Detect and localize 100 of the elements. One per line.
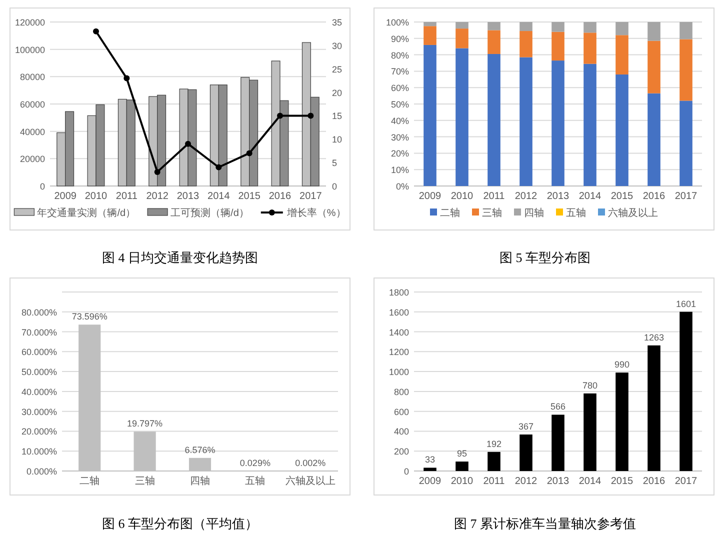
x-tick-label: 2010 (450, 191, 474, 202)
bar (488, 22, 500, 30)
y-tick-label: 90% (390, 34, 409, 44)
point (185, 140, 191, 147)
bar (680, 312, 692, 471)
y-tick-label: 20000 (20, 154, 45, 164)
x-tick-label: 2009 (418, 191, 442, 202)
y-tick-label: 20% (390, 148, 409, 159)
point (154, 168, 160, 175)
y-tick-label: 600 (394, 406, 409, 417)
bar (424, 26, 436, 45)
x-tick-label: 2013 (546, 191, 570, 202)
bar (616, 22, 628, 36)
y2-tick-label: 30 (332, 40, 342, 51)
y-tick-label: 200 (394, 446, 409, 457)
bar (488, 54, 500, 186)
x-tick-label: 2010 (84, 191, 108, 202)
data-label: 19.797% (127, 418, 163, 429)
y-tick-label: 10% (390, 165, 409, 176)
x-tick-label: 2016 (642, 476, 666, 487)
data-label: 1601 (676, 298, 696, 309)
bar (648, 345, 660, 471)
y-tick-label: 80000 (20, 72, 45, 82)
y-tick-label: 0.000% (26, 466, 57, 476)
bar (456, 48, 468, 186)
x-tick-label: 2013 (176, 191, 200, 202)
x-tick-label: 2015 (610, 476, 634, 487)
bar (488, 452, 500, 471)
data-label: 780 (582, 380, 598, 390)
bar (456, 28, 468, 48)
bar (520, 434, 532, 471)
data-label: 73.596% (72, 312, 108, 322)
x-tick-label: 2016 (268, 191, 292, 202)
x-tick-label: 2015 (610, 191, 634, 202)
y-tick-label: 80.000% (21, 307, 57, 318)
text: 图 7 累计标准车当量轴次参考值 (454, 516, 636, 531)
bar (584, 32, 596, 64)
bar (584, 64, 596, 186)
x-tick-label: 2017 (674, 476, 698, 487)
bar (680, 22, 692, 40)
text: 图 4 日均交通量变化趋势图 (102, 250, 258, 265)
data-label: 33 (424, 454, 436, 465)
data-label: 566 (550, 402, 566, 412)
y-tick-label: 80% (390, 50, 409, 60)
bar (552, 22, 564, 32)
bar (552, 414, 564, 471)
x-tick-label: 2017 (300, 191, 322, 202)
x-tick-label: 六轴及以上 (285, 475, 336, 487)
y-tick-label: 0 (404, 466, 409, 476)
y-tick-label: 10.000% (21, 446, 57, 457)
data-label: 0.002% (295, 458, 326, 468)
bar (584, 393, 596, 471)
point (216, 164, 222, 170)
y2-tick-label: 15 (332, 111, 342, 122)
text: 图 5 车型分布图 (500, 250, 590, 265)
point (93, 28, 99, 34)
legend-label: 三轴 (482, 207, 502, 219)
y-tick-label: 1600 (388, 307, 409, 318)
x-tick-label: 2016 (642, 191, 666, 202)
y-tick-label: 1200 (388, 347, 409, 358)
x-tick-label: 2017 (674, 191, 698, 202)
bar (520, 31, 532, 58)
x-tick-label: 二轴 (80, 475, 100, 487)
legend-label: 六轴及以上 (608, 207, 658, 219)
x-tick-label: 2012 (514, 191, 538, 202)
bar (488, 30, 500, 54)
y2-tick-label: 35 (332, 18, 342, 28)
x-tick-label: 2014 (208, 191, 230, 202)
text: 图 6 车型分布图（平均值） (102, 516, 258, 531)
legend-label: 四轴 (524, 207, 544, 219)
x-tick-label: 2009 (54, 191, 77, 202)
data-label: 95 (456, 448, 468, 459)
y-tick-label: 100% (386, 18, 409, 28)
y-tick-label: 1000 (388, 367, 409, 378)
y-tick-label: 70% (390, 66, 409, 77)
y2-tick-label: 5 (332, 158, 338, 168)
y-tick-label: 40000 (20, 126, 45, 137)
point (308, 112, 314, 119)
x-tick-label: 2012 (146, 191, 169, 202)
y-tick-label: 1400 (388, 327, 409, 338)
x-tick-label: 2011 (483, 191, 506, 202)
y2-tick-label: 25 (332, 64, 342, 74)
y-tick-label: 70.000% (21, 327, 57, 338)
bar (424, 468, 436, 471)
x-tick-label: 2014 (578, 191, 602, 202)
x-tick-label: 2010 (450, 476, 474, 487)
x-tick-label: 2015 (238, 191, 261, 202)
y-tick-label: 120000 (14, 18, 45, 28)
y-tick-label: 0% (396, 182, 409, 192)
y-tick-label: 30% (390, 132, 409, 142)
y-tick-label: 50% (390, 100, 409, 110)
bar (552, 60, 564, 186)
data-label: 0.029% (240, 458, 270, 468)
legend-label: 年交通量实测（辆/d） (37, 207, 136, 219)
x-tick-label: 2011 (483, 476, 506, 487)
data-label: 367 (518, 422, 534, 432)
bar (648, 40, 660, 94)
data-label: 192 (486, 438, 502, 449)
y-tick-label: 20.000% (21, 426, 57, 437)
x-tick-label: 2014 (578, 476, 602, 487)
